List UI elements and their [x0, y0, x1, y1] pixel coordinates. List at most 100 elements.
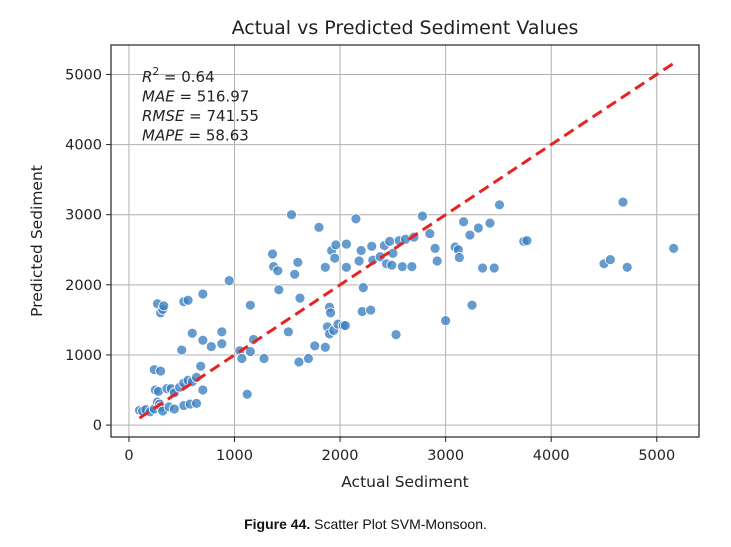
data-point	[477, 262, 488, 274]
data-point	[341, 238, 352, 250]
data-point	[472, 222, 484, 234]
data-point	[294, 292, 306, 304]
y-tick-label: 5000	[65, 67, 102, 83]
data-point	[440, 315, 452, 326]
data-points	[134, 196, 680, 418]
data-point	[330, 239, 342, 251]
data-point	[258, 353, 270, 364]
data-point	[350, 213, 362, 225]
data-point	[325, 307, 336, 319]
y-tick-label: 0	[93, 418, 102, 434]
metric-value: = 58.63	[184, 127, 249, 145]
data-point	[386, 259, 398, 271]
metric-value: = 741.55	[184, 107, 259, 125]
data-point	[244, 299, 256, 311]
plot-frame	[110, 44, 700, 438]
data-point	[464, 229, 476, 241]
data-point	[205, 341, 217, 352]
y-tick-label: 1000	[65, 348, 102, 364]
data-point	[390, 329, 402, 341]
metric-r: R2 = 0.64	[142, 66, 215, 86]
metric-name: MAPE	[142, 127, 184, 145]
data-point	[155, 365, 167, 377]
data-point	[197, 384, 209, 396]
data-point	[494, 199, 505, 211]
y-tick-label: 3000	[65, 208, 102, 224]
chart-title: Actual vs Predicted Sediment Values	[232, 17, 579, 39]
data-point	[466, 299, 478, 311]
data-point	[384, 235, 396, 247]
data-point	[289, 268, 301, 280]
data-point	[216, 326, 228, 338]
data-point	[329, 252, 341, 264]
data-point	[617, 196, 629, 208]
data-point	[195, 360, 207, 372]
data-point	[355, 245, 367, 256]
y-tick-label: 4000	[65, 138, 102, 154]
gridlines	[111, 45, 699, 437]
data-point	[267, 248, 278, 260]
x-tick-label: 0	[124, 448, 133, 464]
axis-ticks: 0 1000 2000 3000 4000 5000 0 1000 2000 3000 4000 50…	[65, 67, 675, 464]
data-point	[191, 397, 202, 409]
data-point	[186, 327, 198, 339]
data-point	[292, 256, 304, 268]
figure-caption-label: Figure 44.	[244, 516, 311, 532]
figure-caption: Figure 44. Scatter Plot SVM-Monsoon.	[0, 516, 731, 532]
data-point	[668, 242, 680, 254]
data-point	[357, 282, 369, 294]
data-point	[241, 388, 253, 400]
data-point	[282, 326, 294, 338]
reference-line	[138, 61, 676, 420]
data-point	[621, 261, 633, 273]
x-tick-label: 3000	[427, 448, 464, 464]
data-point	[286, 209, 297, 221]
metric-mae: MAE = 516.97	[142, 88, 249, 106]
x-tick-label: 4000	[533, 448, 570, 464]
data-point	[168, 403, 180, 415]
y-tick-label: 2000	[65, 278, 102, 294]
data-point	[313, 221, 325, 233]
data-point	[319, 341, 331, 353]
metric-value: = 516.97	[175, 88, 250, 106]
data-point	[417, 210, 428, 222]
data-point	[396, 261, 408, 272]
data-point	[197, 288, 209, 300]
data-point	[341, 261, 352, 273]
data-point	[365, 304, 377, 316]
x-axis-title: Actual Sediment	[341, 473, 469, 491]
data-point	[223, 275, 235, 287]
data-point	[353, 255, 365, 267]
data-point	[458, 216, 469, 228]
x-tick-label: 2000	[322, 448, 359, 464]
y-axis-title: Predicted Sediment	[28, 165, 46, 317]
data-point	[272, 265, 284, 277]
data-point	[453, 252, 465, 263]
data-point	[431, 255, 443, 267]
data-point	[176, 344, 188, 356]
data-point	[303, 353, 314, 364]
metric-name: MAE	[142, 88, 175, 106]
metric-value: = 0.64	[159, 68, 215, 86]
data-point	[339, 320, 351, 331]
data-point	[604, 254, 616, 265]
data-point	[293, 356, 305, 368]
figure-caption-text: Scatter Plot SVM-Monsoon.	[310, 516, 487, 532]
metric-rmse: RMSE = 741.55	[142, 107, 259, 125]
data-point	[273, 284, 285, 296]
data-point	[484, 217, 496, 229]
data-point	[406, 261, 418, 272]
data-point	[182, 294, 194, 306]
x-tick-label: 1000	[216, 448, 253, 464]
data-point	[429, 242, 441, 254]
metric-mape: MAPE = 58.63	[142, 127, 249, 145]
metric-name: RMSE	[142, 107, 185, 125]
data-point	[319, 261, 331, 273]
data-point	[236, 353, 248, 364]
data-point	[158, 300, 170, 312]
data-point	[424, 228, 436, 240]
metric-superscript: 2	[152, 66, 159, 78]
data-point	[244, 346, 256, 357]
scatter-chart: 0 1000 2000 3000 4000 5000 0 1000 2000 3000 4000 50…	[28, 17, 700, 491]
